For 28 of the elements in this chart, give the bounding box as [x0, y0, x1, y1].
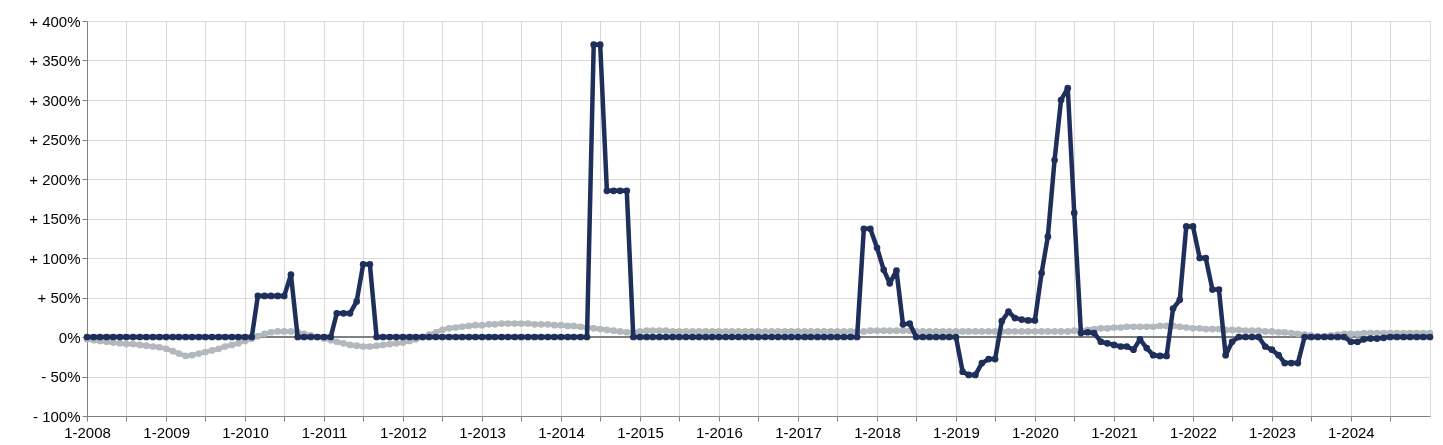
x-tick-label: 1-2012	[380, 423, 427, 441]
y-tick-label: + 100%	[29, 249, 81, 267]
x-tick-label: 1-2015	[617, 423, 664, 441]
x-tick-label: 1-2010	[222, 423, 269, 441]
x-tick-label: 1-2020	[1012, 423, 1059, 441]
x-tick-label: 1-2019	[933, 423, 980, 441]
x-tick-label: 1-2014	[538, 423, 585, 441]
y-tick-label: - 100%	[32, 407, 81, 425]
x-tick-label: 1-2017	[775, 423, 822, 441]
y-tick-label: + 150%	[29, 210, 81, 227]
y-tick-label: + 200%	[29, 170, 81, 188]
x-tick-label: 1-2018	[854, 423, 901, 441]
x-tick-label: 1-2011	[301, 423, 348, 441]
x-tick-label: 1-2024	[1327, 423, 1375, 441]
y-tick-label: - 50%	[41, 368, 81, 385]
x-tick-label: 1-2021	[1091, 423, 1138, 441]
y-tick-label: 0%	[58, 328, 81, 346]
y-tick-label: + 400%	[29, 12, 81, 30]
x-tick-label: 1-2013	[459, 423, 506, 441]
x-tick-label: 1-2022	[1170, 423, 1217, 441]
y-tick-label: + 50%	[37, 289, 81, 306]
x-tick-label: 1-2016	[696, 423, 743, 441]
y-tick-label: + 300%	[29, 91, 81, 109]
x-tick-label: 1-2023	[1249, 423, 1296, 441]
y-tick-label: + 250%	[29, 131, 81, 148]
y-tick-label: + 350%	[29, 52, 81, 69]
x-tick-label: 1-2008	[64, 423, 111, 441]
x-tick-label: 1-2009	[143, 423, 191, 441]
